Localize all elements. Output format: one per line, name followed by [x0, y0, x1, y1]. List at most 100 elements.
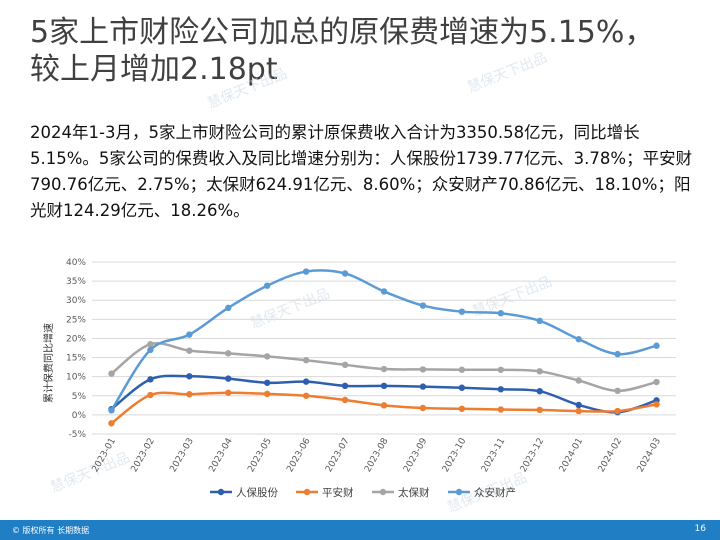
legend-swatch-marker	[303, 488, 311, 496]
data-point	[302, 357, 310, 364]
data-point	[108, 420, 115, 427]
data-point	[380, 288, 388, 295]
y-axis-label: 累计保费同比增速	[42, 323, 55, 403]
footer-bar: © 版权所有 长期数据 16	[0, 520, 720, 540]
data-point	[614, 407, 621, 415]
legend-item: 众安财产	[448, 486, 516, 499]
data-point	[264, 390, 271, 398]
data-point	[458, 308, 466, 315]
y-tick-label: 20%	[66, 334, 86, 344]
data-point	[147, 340, 154, 348]
data-point	[380, 365, 388, 373]
data-point	[264, 379, 271, 386]
x-tick-label: 2024-01	[558, 437, 585, 475]
legend-swatch-marker	[217, 488, 225, 496]
data-point	[186, 373, 193, 380]
title-line-2: 较上月增加2.18pt	[30, 52, 278, 87]
data-point	[614, 387, 621, 395]
data-point	[186, 331, 193, 338]
data-point	[380, 382, 388, 390]
y-tick-label: 0%	[72, 411, 87, 421]
data-point	[497, 386, 504, 393]
x-tick-label: 2023-06	[285, 436, 313, 474]
data-point	[341, 270, 349, 277]
data-point	[341, 361, 349, 369]
page-title: 5家上市财险公司加总的原保费增速为5.15%， 较上月增加2.18pt	[30, 14, 700, 88]
x-tick-label: 2023-03	[168, 437, 195, 475]
x-tick-label: 2023-09	[402, 436, 430, 474]
data-point	[225, 375, 232, 382]
data-point	[264, 353, 271, 360]
data-point	[380, 402, 388, 409]
data-point	[108, 370, 115, 377]
x-tick-labels: 2023-01 2023-02 2023-03 2023-04 2023-05 2023-…	[91, 436, 664, 474]
copyright-text: © 版权所有 长期数据	[12, 526, 90, 535]
summary-paragraph: 2024年1-3月，5家上市财险公司的累计原保费收入合计为3350.58亿元，同…	[30, 123, 693, 220]
data-point	[458, 366, 466, 373]
data-point	[186, 391, 193, 398]
y-tick-label: 40%	[66, 258, 86, 268]
x-tick-label: 2024-02	[597, 437, 624, 475]
data-point	[302, 378, 310, 385]
data-point	[575, 377, 582, 384]
data-point	[225, 304, 232, 312]
x-tick-label: 2023-04	[207, 436, 235, 474]
data-point	[458, 405, 466, 412]
data-point	[653, 342, 660, 349]
x-tick-label: 2023-05	[246, 437, 273, 475]
x-tick-label: 2023-10	[441, 436, 469, 474]
x-tick-label: 2024-03	[636, 437, 663, 475]
data-point	[419, 302, 427, 309]
x-tick-label: 2023-11	[480, 437, 507, 475]
data-point	[419, 404, 427, 412]
data-point	[302, 392, 310, 399]
x-tick-label: 2023-12	[519, 437, 546, 475]
data-point	[536, 317, 543, 325]
data-point	[497, 310, 504, 317]
legend-item: 太保财	[372, 486, 430, 499]
data-point	[147, 346, 154, 354]
data-point	[497, 366, 504, 373]
legend-item: 人保股份	[210, 486, 278, 499]
legend-label: 众安财产	[474, 486, 516, 499]
page-number: 16	[694, 524, 706, 534]
y-tick-label: 30%	[66, 296, 86, 306]
legend-swatch-marker	[379, 488, 387, 496]
y-tick-label: 25%	[66, 315, 86, 325]
y-tick-label: 15%	[66, 354, 86, 364]
data-point	[147, 391, 154, 399]
data-point	[108, 407, 115, 414]
data-point	[536, 368, 543, 375]
legend-label: 平安财	[322, 486, 354, 499]
data-point	[302, 268, 310, 275]
line-chart: 累计保费同比增速 -5% 0% 5% 10% 15% 20% 25% 30% 35% 40% 20…	[42, 258, 676, 499]
legend-swatch-marker	[455, 488, 463, 496]
legend-label: 人保股份	[236, 486, 278, 499]
data-point	[458, 384, 466, 391]
data-point	[264, 282, 271, 289]
x-tick-label: 2023-02	[130, 437, 157, 475]
x-tick-label: 2023-07	[324, 437, 351, 475]
data-point	[419, 366, 427, 373]
series-4	[108, 268, 660, 414]
data-point	[653, 378, 660, 386]
data-point	[614, 350, 621, 358]
legend: 人保股份 平安财 太保财 众安财产	[210, 486, 516, 499]
y-tick-label: -5%	[68, 430, 86, 440]
data-point	[536, 406, 543, 414]
data-point	[575, 407, 582, 415]
data-point	[497, 406, 504, 413]
series-lines	[108, 268, 660, 427]
y-tick-label: 10%	[66, 373, 86, 383]
legend-label: 太保财	[398, 486, 430, 499]
y-tick-labels: -5% 0% 5% 10% 15% 20% 25% 30% 35% 40%	[66, 258, 86, 440]
y-tick-label: 5%	[72, 392, 87, 402]
data-point	[341, 396, 349, 404]
data-point	[186, 347, 193, 354]
x-tick-label: 2023-08	[363, 436, 391, 474]
x-tick-label: 2023-01	[91, 437, 118, 475]
data-point	[419, 383, 427, 390]
data-point	[341, 382, 349, 390]
series-2	[108, 389, 660, 427]
data-point	[147, 376, 154, 383]
